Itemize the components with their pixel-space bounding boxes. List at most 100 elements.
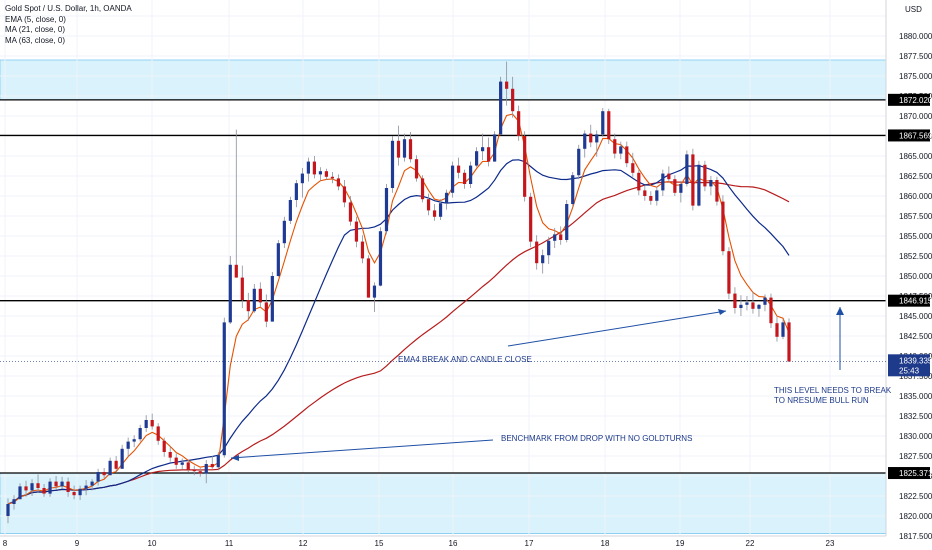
price-tick-label: 1817.500 [899, 532, 932, 541]
candle-body [402, 139, 407, 158]
candle-body [36, 483, 40, 488]
candles [6, 61, 791, 524]
candle-body [408, 139, 413, 160]
candle-body [42, 488, 46, 494]
candle-body [559, 234, 563, 240]
level-label-2: 1846.915 [899, 297, 932, 306]
annot-arrow-1-head [718, 309, 726, 315]
time-tick-label: 12 [299, 539, 308, 548]
level-label-1: 1867.569 [899, 131, 932, 140]
price-tick-label: 1820.000 [899, 512, 932, 521]
legend-ema5[interactable]: EMA (5, close, 0) [5, 14, 66, 24]
candle-body [505, 81, 509, 89]
price-tick-label: 1880.000 [899, 32, 932, 41]
candle-body [462, 172, 467, 184]
candle-body [48, 481, 52, 494]
candle-body [769, 297, 773, 324]
candle-body [493, 134, 497, 162]
candle-body [426, 199, 431, 211]
candle-body [348, 202, 353, 222]
candle-body [120, 448, 124, 469]
candle-body [541, 255, 545, 264]
candle-body [691, 154, 695, 206]
candle-body [336, 178, 341, 187]
price-tick-label: 1860.000 [899, 192, 932, 201]
legend-symbol[interactable]: Gold Spot / U.S. Dollar, 1h, OANDA [5, 4, 132, 13]
annot-arrow-3-head [836, 307, 844, 315]
candle-body [775, 323, 779, 337]
candle-body [613, 139, 617, 154]
candle-body [54, 481, 58, 487]
candle-body [366, 258, 371, 298]
level-label-bg-2 [888, 294, 930, 307]
candle-body [475, 151, 479, 166]
price-tick-label: 1855.000 [899, 232, 932, 241]
level-label-bg-1 [888, 129, 930, 142]
ma63-line [7, 181, 790, 505]
candle-body [763, 297, 767, 305]
price-tick-label: 1850.000 [899, 272, 932, 281]
time-tick-label: 8 [3, 539, 8, 548]
candle-body [318, 171, 322, 175]
candle-body [96, 472, 100, 482]
price-tick-label: 1832.500 [899, 412, 932, 421]
price-tick-label: 1830.000 [899, 432, 932, 441]
candle-body [487, 147, 491, 162]
candle-body [517, 111, 521, 136]
candle-body [444, 192, 449, 204]
candle-body [697, 164, 701, 206]
candle-body [12, 499, 16, 504]
candle-body [757, 304, 761, 309]
candle-body [643, 190, 647, 196]
candle-body [553, 234, 557, 241]
candle-body [456, 165, 461, 173]
candle-body [186, 462, 190, 470]
candle-body [102, 472, 106, 476]
candle-body [174, 457, 178, 465]
candle-body [180, 462, 184, 465]
candle-body [204, 464, 208, 474]
candle-body [258, 288, 262, 303]
candle-body [84, 485, 88, 489]
annot-level-break-2: TO NRESUME BULL RUN [774, 396, 869, 405]
time-tick-label: 22 [746, 539, 755, 548]
legend-ma63[interactable]: MA (63, close, 0) [5, 35, 66, 45]
candle-body [601, 111, 605, 135]
candle-body [721, 201, 725, 252]
candle-body [192, 469, 196, 472]
candle-body [751, 302, 755, 309]
level-label-bg-3 [888, 467, 930, 480]
horizontal-levels [0, 99, 886, 474]
candle-body [384, 188, 389, 232]
candle-body [625, 146, 629, 164]
candle-body [595, 134, 599, 143]
candle-body [372, 285, 377, 298]
legend-ma21[interactable]: MA (21, close, 0) [5, 25, 66, 34]
candle-body [354, 221, 359, 242]
candle-body [649, 196, 653, 201]
candle-body [703, 164, 707, 187]
annot-arrow-2 [230, 439, 494, 459]
candle-body [264, 302, 268, 322]
candle-body [150, 420, 154, 427]
candle-body [60, 481, 64, 487]
price-tick-label: 1875.000 [899, 72, 932, 81]
zone-1 [0, 472, 887, 535]
candle-body [276, 243, 280, 276]
last-price-bg [888, 354, 930, 377]
candle-body [72, 492, 76, 496]
candle-body [342, 186, 347, 203]
candle-body [420, 178, 425, 200]
candle-body [312, 161, 316, 175]
price-tick-label: 1837.500 [899, 372, 932, 381]
time-tick-label: 18 [601, 539, 610, 548]
candle-body [733, 293, 737, 308]
candle-body [252, 288, 256, 312]
price-tick-label: 1870.000 [899, 112, 932, 121]
time-tick-label: 11 [225, 539, 234, 548]
time-tick-label: 10 [148, 539, 157, 548]
candle-body [673, 179, 677, 193]
candle-body [571, 175, 575, 204]
candle-body [126, 441, 130, 449]
